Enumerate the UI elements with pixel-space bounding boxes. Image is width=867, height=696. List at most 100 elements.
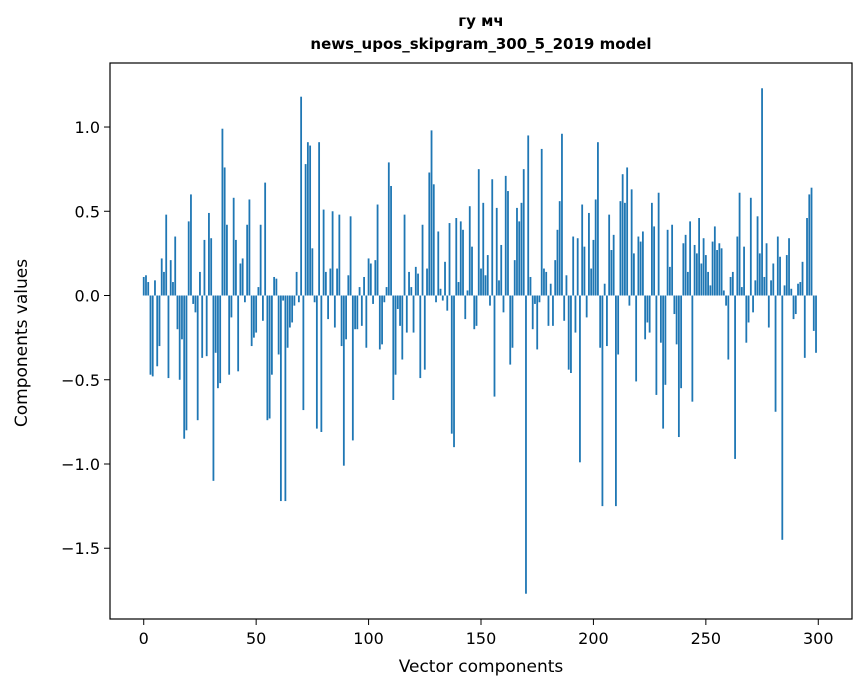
bar xyxy=(279,295,282,502)
bar xyxy=(253,295,255,338)
bar xyxy=(372,295,374,304)
bar xyxy=(608,214,611,296)
bar xyxy=(246,224,249,296)
bar xyxy=(500,244,503,296)
bar xyxy=(538,295,541,303)
bar xyxy=(201,295,204,358)
bar xyxy=(194,295,197,313)
bar xyxy=(302,295,305,411)
bar xyxy=(158,295,161,347)
y-tick-label: 1.0 xyxy=(75,118,100,137)
bar xyxy=(489,295,491,306)
bar xyxy=(464,295,467,320)
bar xyxy=(597,142,599,296)
bar xyxy=(435,295,437,303)
bar xyxy=(491,179,494,296)
bar xyxy=(752,295,754,313)
bar xyxy=(480,268,482,296)
bar xyxy=(351,295,354,441)
bar xyxy=(668,266,671,296)
bar xyxy=(543,268,545,296)
bar xyxy=(792,295,795,320)
bar xyxy=(563,295,566,321)
bar xyxy=(713,226,716,296)
bar xyxy=(205,295,208,357)
bar xyxy=(799,282,802,296)
bar xyxy=(250,295,253,347)
bar xyxy=(754,280,757,296)
y-tick-label: −1.0 xyxy=(61,455,100,474)
x-tick-label: 300 xyxy=(803,629,834,648)
bar xyxy=(273,276,276,296)
bar xyxy=(709,285,712,296)
bar xyxy=(417,273,419,296)
bar xyxy=(749,197,752,296)
bar xyxy=(797,283,799,296)
bar xyxy=(743,246,745,296)
x-tick-label: 0 xyxy=(139,629,149,648)
bar xyxy=(689,221,692,296)
bar xyxy=(163,271,165,296)
bar xyxy=(174,236,177,296)
bar xyxy=(736,236,739,296)
bar xyxy=(588,212,590,296)
bar xyxy=(518,221,521,296)
bar xyxy=(192,295,195,304)
bar xyxy=(727,295,730,360)
y-axis-label-text: Components values xyxy=(12,258,32,428)
bar xyxy=(581,204,584,296)
bar xyxy=(401,295,404,360)
bar xyxy=(365,295,368,348)
bar xyxy=(527,135,530,296)
bar xyxy=(718,243,721,296)
bar xyxy=(788,238,790,296)
bar xyxy=(516,207,518,296)
bar xyxy=(686,271,689,296)
bar xyxy=(547,295,550,326)
x-tick-label: 50 xyxy=(246,629,266,648)
bar xyxy=(333,295,336,328)
bar xyxy=(190,194,192,296)
y-tick-label: 0.5 xyxy=(75,202,100,221)
bar xyxy=(610,250,613,296)
bar xyxy=(154,280,156,296)
bar xyxy=(815,295,817,353)
bar xyxy=(421,224,424,296)
axis-ticks: 0 50 100 150 200 250 300 1.0 0.5 0.0 −0.5 −1.0 −1.5 xyxy=(61,118,833,648)
bar xyxy=(185,295,188,431)
bar xyxy=(432,184,435,296)
bar xyxy=(707,271,709,296)
bar xyxy=(151,295,154,377)
bar xyxy=(340,295,343,347)
bar xyxy=(704,255,707,296)
bar xyxy=(428,172,431,296)
bar xyxy=(650,202,653,296)
bar xyxy=(196,295,199,421)
bar xyxy=(664,295,667,385)
bar xyxy=(160,258,163,296)
bar xyxy=(358,287,361,296)
bar xyxy=(606,295,608,347)
bar xyxy=(615,295,617,507)
bar xyxy=(444,261,446,296)
bar xyxy=(221,128,224,296)
bar xyxy=(412,295,415,333)
bar xyxy=(309,145,312,296)
bar xyxy=(219,295,222,384)
bar xyxy=(437,231,440,296)
bar xyxy=(711,241,714,296)
bar xyxy=(565,275,568,296)
bar xyxy=(441,295,444,301)
bar xyxy=(729,276,732,296)
bar xyxy=(210,238,213,296)
bar xyxy=(720,248,723,296)
bar xyxy=(295,271,298,296)
y-tick-label: 0.0 xyxy=(75,287,100,306)
bar xyxy=(702,238,705,296)
bar xyxy=(145,275,147,296)
bar xyxy=(680,295,683,389)
bar xyxy=(178,295,181,380)
bar xyxy=(621,174,624,296)
bar xyxy=(329,268,332,296)
